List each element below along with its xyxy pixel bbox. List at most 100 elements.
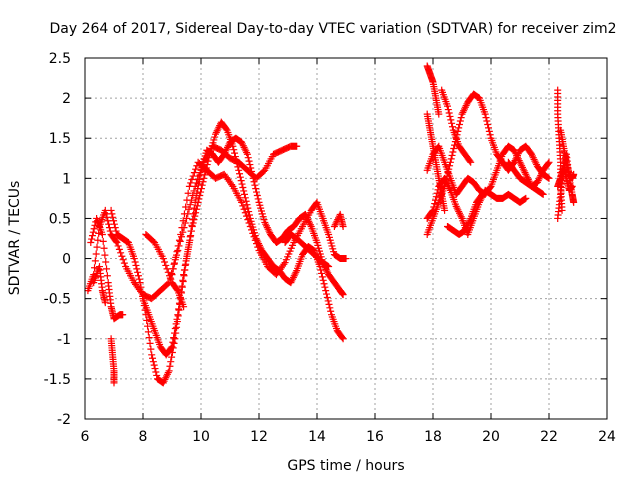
data-point bbox=[102, 258, 110, 266]
data-point bbox=[514, 151, 522, 159]
data-point bbox=[448, 123, 456, 131]
plot-frame bbox=[84, 57, 608, 420]
x-tick-label: 16 bbox=[366, 429, 384, 445]
data-marks bbox=[84, 62, 578, 387]
data-point bbox=[133, 265, 141, 273]
data-point bbox=[180, 266, 188, 274]
data-point bbox=[531, 157, 539, 165]
data-point bbox=[115, 245, 123, 253]
data-point bbox=[250, 178, 258, 186]
data-point bbox=[175, 305, 183, 313]
series-track-8 bbox=[168, 158, 350, 279]
data-point bbox=[173, 315, 181, 323]
data-point bbox=[110, 217, 118, 225]
data-point bbox=[523, 172, 531, 180]
data-point bbox=[164, 268, 172, 276]
data-point bbox=[464, 220, 472, 228]
data-point bbox=[454, 206, 462, 214]
data-point bbox=[332, 219, 340, 227]
data-point bbox=[456, 209, 464, 217]
series-track-11 bbox=[423, 62, 443, 118]
data-point bbox=[164, 369, 172, 377]
data-point bbox=[136, 279, 144, 287]
data-point bbox=[339, 222, 347, 230]
data-point bbox=[532, 159, 540, 167]
data-point bbox=[228, 181, 236, 189]
data-point bbox=[112, 227, 120, 235]
data-point bbox=[193, 189, 201, 197]
data-point bbox=[177, 288, 185, 296]
data-point bbox=[253, 192, 261, 200]
data-point bbox=[570, 170, 578, 178]
y-tick-label: -1.5 bbox=[44, 372, 71, 388]
data-point bbox=[448, 119, 456, 127]
data-point bbox=[198, 181, 206, 189]
data-point bbox=[445, 165, 453, 173]
data-point bbox=[432, 193, 440, 201]
data-point bbox=[108, 210, 116, 218]
x-tick-label: 22 bbox=[540, 429, 558, 445]
data-point bbox=[455, 208, 463, 216]
data-point bbox=[478, 190, 486, 198]
data-point bbox=[223, 145, 231, 153]
y-tick-label: 0 bbox=[62, 252, 71, 268]
data-point bbox=[326, 304, 334, 312]
data-point bbox=[113, 239, 121, 247]
data-point bbox=[453, 204, 461, 212]
data-point bbox=[538, 170, 546, 178]
data-point bbox=[111, 224, 119, 232]
y-tick-label: 1.5 bbox=[49, 131, 71, 147]
data-point bbox=[175, 236, 183, 244]
data-point bbox=[537, 171, 545, 179]
series-track-18 bbox=[504, 158, 553, 190]
data-point bbox=[230, 146, 238, 154]
data-point bbox=[185, 239, 193, 247]
data-point bbox=[194, 185, 202, 193]
data-point bbox=[151, 365, 159, 373]
data-point bbox=[196, 171, 204, 179]
data-point bbox=[179, 276, 187, 284]
data-point bbox=[181, 261, 189, 269]
data-point bbox=[539, 190, 547, 198]
data-point bbox=[486, 131, 494, 139]
data-point bbox=[324, 297, 332, 305]
data-point bbox=[280, 260, 288, 268]
data-point bbox=[320, 280, 328, 288]
data-point bbox=[248, 167, 256, 175]
data-point bbox=[100, 244, 108, 252]
data-point bbox=[534, 177, 542, 185]
chart-title: Day 264 of 2017, Sidereal Day-to-day VTE… bbox=[50, 21, 617, 37]
data-point bbox=[238, 140, 246, 148]
data-point bbox=[137, 283, 145, 291]
data-point bbox=[321, 283, 329, 291]
data-point bbox=[187, 227, 195, 235]
data-point bbox=[167, 275, 175, 283]
data-point bbox=[467, 158, 475, 166]
data-point bbox=[446, 158, 454, 166]
data-point bbox=[231, 153, 239, 161]
data-point bbox=[240, 187, 248, 195]
data-point bbox=[98, 230, 106, 238]
data-point bbox=[191, 198, 199, 206]
y-tick-label: 2.5 bbox=[49, 51, 71, 67]
data-point bbox=[163, 372, 171, 380]
data-point bbox=[165, 367, 173, 375]
data-point bbox=[243, 149, 251, 157]
data-point bbox=[168, 271, 176, 279]
data-point bbox=[483, 117, 491, 125]
data-point bbox=[101, 299, 109, 307]
data-point bbox=[485, 124, 493, 132]
data-point bbox=[212, 130, 219, 138]
data-point bbox=[261, 218, 269, 226]
data-point bbox=[241, 209, 249, 217]
data-point bbox=[292, 268, 300, 276]
data-point bbox=[199, 178, 207, 186]
data-point bbox=[224, 142, 232, 150]
data-point bbox=[441, 182, 449, 190]
data-point bbox=[150, 361, 158, 369]
data-point bbox=[89, 228, 97, 236]
data-point bbox=[190, 169, 198, 177]
data-point bbox=[318, 269, 326, 277]
data-point bbox=[522, 194, 530, 202]
data-point bbox=[134, 268, 142, 276]
